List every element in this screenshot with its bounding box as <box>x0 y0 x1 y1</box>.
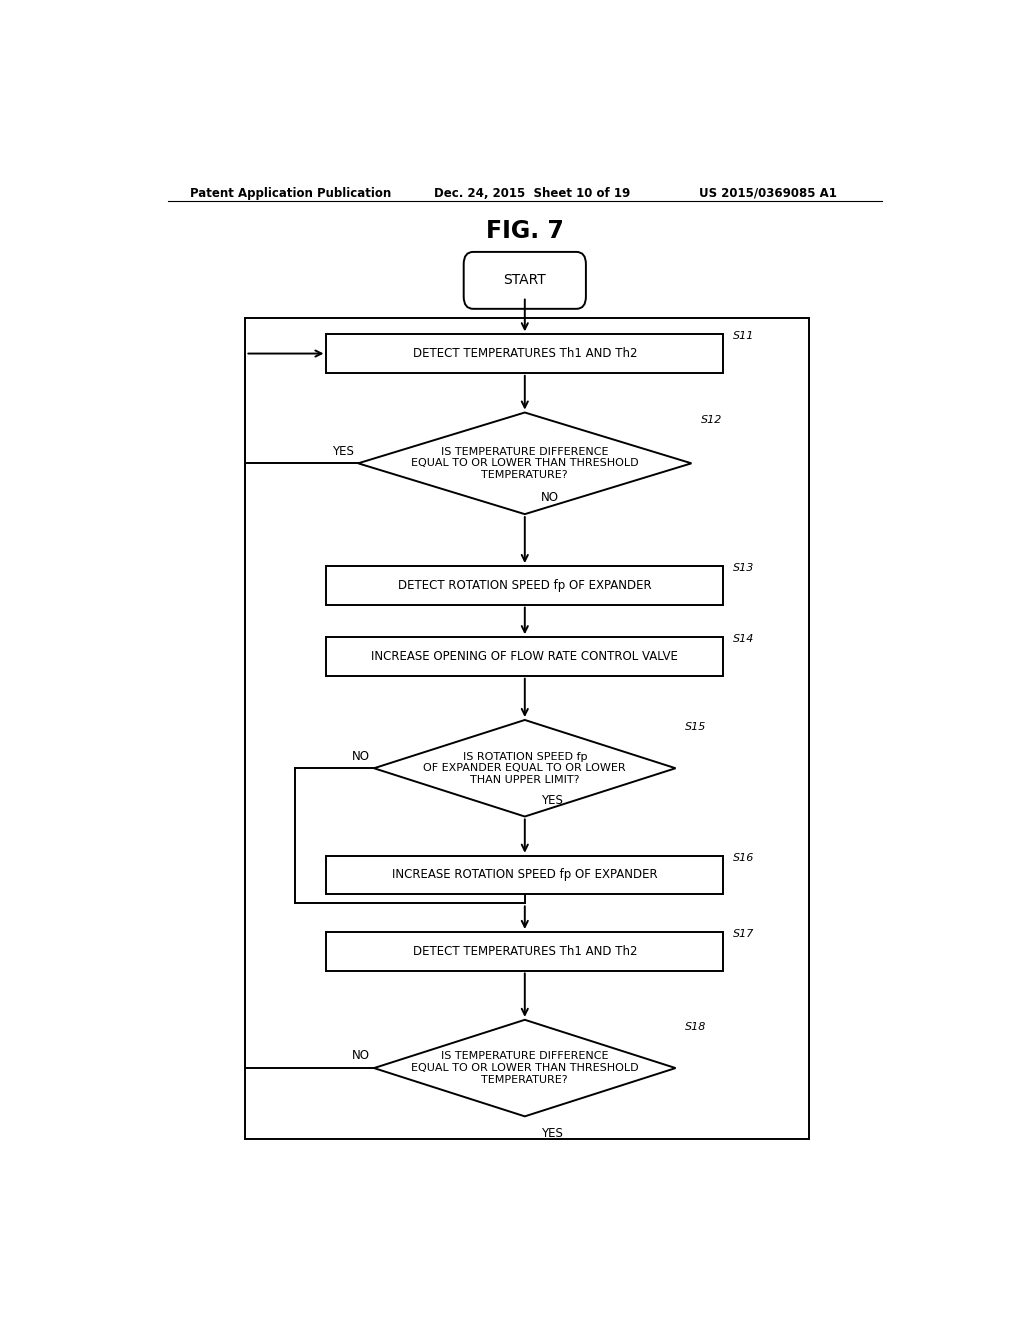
Text: NO: NO <box>352 750 370 763</box>
Polygon shape <box>374 1020 676 1117</box>
Text: S17: S17 <box>733 929 754 939</box>
Text: DETECT TEMPERATURES Th1 AND Th2: DETECT TEMPERATURES Th1 AND Th2 <box>413 945 637 958</box>
Text: S14: S14 <box>733 634 754 644</box>
Text: YES: YES <box>333 445 354 458</box>
Text: S13: S13 <box>733 562 754 573</box>
FancyBboxPatch shape <box>464 252 586 309</box>
Text: Dec. 24, 2015  Sheet 10 of 19: Dec. 24, 2015 Sheet 10 of 19 <box>433 187 630 199</box>
Text: NO: NO <box>352 1049 370 1063</box>
Text: IS ROTATION SPEED fp
OF EXPANDER EQUAL TO OR LOWER
THAN UPPER LIMIT?: IS ROTATION SPEED fp OF EXPANDER EQUAL T… <box>424 751 626 785</box>
Text: FIG. 7: FIG. 7 <box>485 219 564 243</box>
Text: YES: YES <box>541 1126 562 1139</box>
Polygon shape <box>374 719 676 817</box>
Text: S18: S18 <box>685 1022 707 1032</box>
FancyBboxPatch shape <box>327 566 723 605</box>
Text: INCREASE ROTATION SPEED fp OF EXPANDER: INCREASE ROTATION SPEED fp OF EXPANDER <box>392 869 657 882</box>
Text: Patent Application Publication: Patent Application Publication <box>189 187 391 199</box>
Text: US 2015/0369085 A1: US 2015/0369085 A1 <box>699 187 838 199</box>
Text: DETECT TEMPERATURES Th1 AND Th2: DETECT TEMPERATURES Th1 AND Th2 <box>413 347 637 360</box>
Polygon shape <box>358 412 691 515</box>
Text: INCREASE OPENING OF FLOW RATE CONTROL VALVE: INCREASE OPENING OF FLOW RATE CONTROL VA… <box>372 649 678 663</box>
Text: S12: S12 <box>701 414 722 425</box>
FancyBboxPatch shape <box>327 334 723 372</box>
FancyBboxPatch shape <box>327 855 723 894</box>
Text: S16: S16 <box>733 853 754 862</box>
Text: DETECT ROTATION SPEED fp OF EXPANDER: DETECT ROTATION SPEED fp OF EXPANDER <box>398 578 651 591</box>
FancyBboxPatch shape <box>327 932 723 970</box>
Text: IS TEMPERATURE DIFFERENCE
EQUAL TO OR LOWER THAN THRESHOLD
TEMPERATURE?: IS TEMPERATURE DIFFERENCE EQUAL TO OR LO… <box>411 1052 639 1085</box>
FancyBboxPatch shape <box>327 638 723 676</box>
Text: NO: NO <box>541 491 559 504</box>
Text: S15: S15 <box>685 722 707 733</box>
Text: YES: YES <box>541 793 562 807</box>
Text: START: START <box>504 273 546 288</box>
Text: IS TEMPERATURE DIFFERENCE
EQUAL TO OR LOWER THAN THRESHOLD
TEMPERATURE?: IS TEMPERATURE DIFFERENCE EQUAL TO OR LO… <box>411 446 639 480</box>
Text: S11: S11 <box>733 331 754 341</box>
